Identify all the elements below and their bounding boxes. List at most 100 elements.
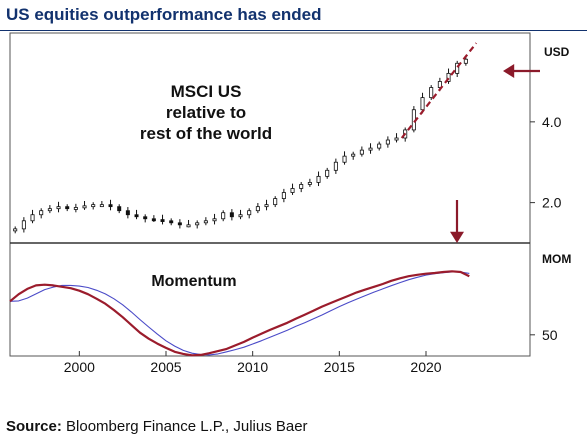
price-annotation-line-3: rest of the world (140, 124, 272, 143)
x-tick-label: 2020 (410, 359, 441, 375)
candle-body (342, 155, 347, 163)
candlestick (195, 220, 200, 229)
candle-body (299, 184, 304, 189)
candle-body (13, 228, 18, 232)
chart-title: US equities outperformance has ended (6, 5, 322, 24)
candlestick (108, 199, 113, 211)
candlestick (247, 208, 252, 219)
candle-body (455, 62, 460, 74)
candle-body (108, 204, 113, 208)
candlestick (238, 209, 243, 220)
candlestick (342, 151, 347, 165)
candle-body (359, 149, 364, 155)
source-text: Bloomberg Finance L.P., Julius Baer (61, 418, 308, 435)
source-note: Source: Bloomberg Finance L.P., Julius B… (6, 418, 308, 435)
candle-body (463, 58, 468, 64)
candlestick (377, 141, 382, 151)
candlestick (351, 151, 356, 160)
candle-body (21, 220, 26, 230)
momentum-line (9, 270, 470, 357)
momentum-signal-line (9, 271, 470, 356)
x-tick-label: 2015 (324, 359, 355, 375)
candle-body (125, 210, 130, 216)
candle-body (273, 198, 278, 206)
candle-body (333, 161, 338, 171)
candle-body (134, 214, 139, 218)
candle-body (229, 212, 234, 218)
candlestick (117, 204, 122, 214)
candle-body (65, 206, 70, 210)
candlestick (91, 202, 96, 210)
candle-body (151, 218, 156, 222)
candle-body (160, 219, 165, 222)
candlestick (56, 201, 61, 213)
candlestick (255, 203, 260, 214)
candlestick (264, 199, 269, 211)
candle-body (351, 153, 356, 157)
candle-body (195, 222, 200, 226)
candlestick (429, 85, 434, 101)
candlestick (203, 217, 208, 226)
candle-body (281, 192, 286, 199)
candlestick (30, 209, 35, 224)
x-tick-label: 2010 (237, 359, 268, 375)
candle-body (316, 175, 321, 183)
x-tick-label: 2005 (150, 359, 181, 375)
price-y-tick-label: 4.0 (542, 114, 562, 130)
candlestick (143, 214, 148, 223)
candlestick (229, 209, 234, 221)
candle-body (203, 220, 208, 224)
candlestick (21, 217, 26, 233)
candle-body (420, 97, 425, 111)
candle-body (446, 72, 451, 82)
candle-body (169, 220, 174, 224)
candle-body (429, 87, 434, 99)
momentum-annotation: Momentum (151, 273, 236, 290)
candle-body (290, 188, 295, 193)
candle-body (47, 208, 52, 212)
candlestick (290, 183, 295, 195)
candle-body (117, 206, 122, 212)
candlestick (316, 171, 321, 187)
candlestick (177, 219, 182, 229)
source-label: Source: (6, 418, 62, 435)
candle-body (394, 137, 399, 141)
candle-body (385, 139, 390, 145)
candlestick (368, 143, 373, 154)
candlestick (82, 201, 87, 210)
candlestick (212, 213, 217, 225)
candlestick (186, 219, 191, 228)
candlestick (307, 178, 312, 187)
candlestick (299, 182, 304, 193)
candlestick (151, 215, 156, 222)
candlestick (446, 68, 451, 84)
candle-body (73, 207, 78, 210)
candle-body (247, 210, 252, 216)
candlestick (47, 205, 52, 214)
candle-body (39, 210, 44, 216)
candle-body (82, 205, 87, 209)
current-arrow-head (503, 64, 515, 78)
candlestick (325, 167, 330, 179)
candlestick (411, 106, 416, 133)
price-y-unit-label: USD (544, 45, 570, 59)
candlestick (134, 209, 139, 220)
candlestick (221, 210, 226, 222)
candle-body (307, 182, 312, 185)
candlestick (394, 133, 399, 143)
candle-body (325, 169, 330, 177)
candle-body (368, 147, 373, 151)
candle-body (143, 216, 148, 220)
candle-body (56, 206, 61, 210)
momentum-y-unit-label: MOM (542, 252, 571, 266)
candlestick (13, 226, 18, 234)
candle-body (212, 218, 217, 222)
candle-body (238, 214, 243, 218)
candle-body (99, 204, 104, 208)
candlestick (455, 60, 460, 78)
candlestick (125, 207, 130, 219)
candle-body (255, 206, 260, 212)
candlestick (169, 218, 174, 226)
candle-body (221, 212, 226, 220)
title-rule (0, 30, 587, 31)
